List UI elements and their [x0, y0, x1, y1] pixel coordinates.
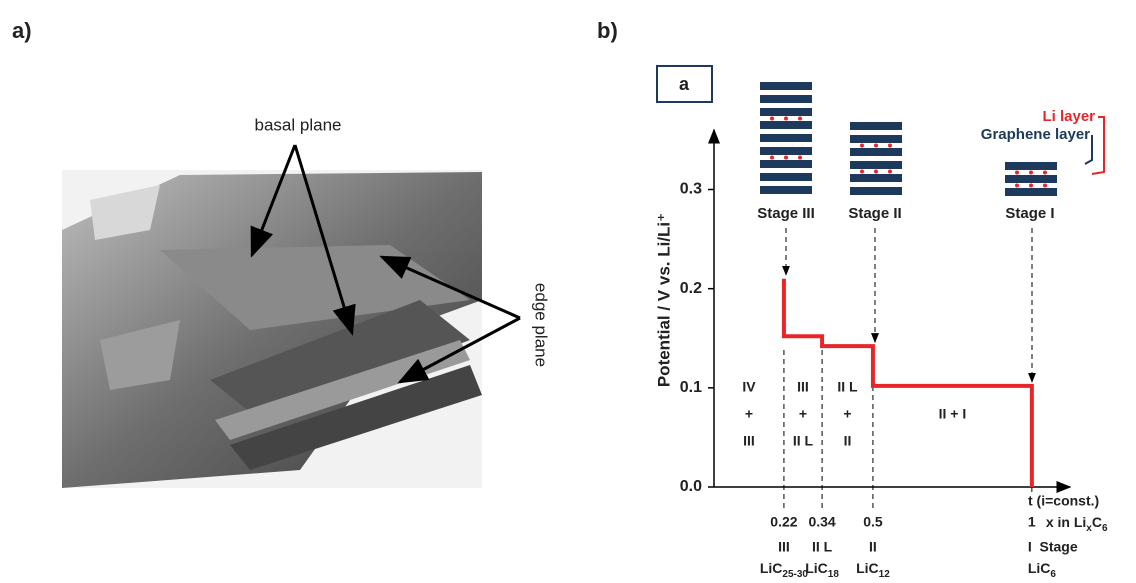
panel-label: a) [12, 18, 32, 43]
annotation: edge plane [532, 283, 551, 367]
stage-icon [1005, 162, 1057, 196]
x-axis-label: t (i=const.) [1028, 493, 1099, 509]
text-part: C [1092, 514, 1102, 530]
li-dot [798, 155, 802, 160]
graphene-layer [760, 147, 812, 155]
compound-sub: 12 [879, 569, 891, 580]
text-part: x in Li [1046, 514, 1086, 530]
stage-label: Stage II [848, 205, 901, 222]
stage-label: Stage I [1005, 205, 1054, 222]
y-tick-label: 0.1 [680, 379, 702, 396]
y-axis-label: Potential / V vs. Li/Li⁺ [654, 213, 673, 387]
li-dot [784, 155, 788, 160]
bracket [1084, 135, 1093, 165]
y-tick-label: 0.0 [680, 478, 702, 495]
region-label: II [844, 433, 852, 449]
graphene-layer [760, 186, 812, 194]
li-dot [1043, 170, 1047, 175]
region-label: IV [742, 379, 756, 395]
region-label: + [843, 406, 851, 422]
sem-image [62, 170, 482, 488]
li-dot [784, 116, 788, 121]
graphene-layer [760, 134, 812, 142]
graphene-layer [760, 121, 812, 129]
graphene-layer [1005, 175, 1057, 183]
region-label: III [743, 433, 755, 449]
y-tick-label: 0.3 [680, 181, 702, 198]
compound-base: LiC [760, 560, 783, 576]
x-tick-label: 0.5 [863, 514, 883, 530]
subscript: x [1086, 523, 1092, 534]
stage-label: II L [812, 539, 833, 555]
graphene-layer [760, 95, 812, 103]
li-dot [860, 143, 864, 148]
compound-label: LiC25-30 [760, 560, 809, 580]
graphene-layer [760, 160, 812, 168]
region-label: II L [793, 433, 814, 449]
stage-icon [850, 122, 902, 195]
li-dot [770, 116, 774, 121]
annotation: basal plane [255, 115, 342, 134]
li-dot [860, 169, 864, 174]
li-dot [1029, 183, 1033, 188]
li-dot [874, 143, 878, 148]
compound-label: LiC18 [805, 560, 839, 580]
panel-label: b) [597, 18, 618, 43]
y-tick-label: 0.2 [680, 280, 702, 297]
legend-label: Graphene layer [981, 126, 1090, 143]
graphene-layer [1005, 162, 1057, 170]
legend-label: Li layer [1042, 108, 1095, 125]
li-dot [888, 169, 892, 174]
compound-sub: 25-30 [782, 569, 808, 580]
region-label: + [745, 406, 753, 422]
li-dot [1015, 170, 1019, 175]
li-dot [1043, 183, 1047, 188]
x-tick-label: 0.22 [770, 514, 797, 530]
compound-label: LiC12 [856, 560, 890, 580]
box [656, 65, 713, 103]
x-unit-label: x in LixC6 [1046, 514, 1108, 534]
graphene-layer [760, 173, 812, 181]
stage-label: II [869, 539, 877, 555]
arrows [250, 144, 521, 384]
subscript: 6 [1102, 523, 1108, 534]
li-dot [1015, 183, 1019, 188]
li-dot [798, 116, 802, 121]
stage-label: I Stage [1028, 539, 1078, 555]
li-dot [770, 155, 774, 160]
bracket [1091, 116, 1105, 175]
compound-base: LiC [856, 560, 879, 576]
graphene-layer [760, 82, 812, 90]
line [781, 278, 1034, 487]
compound-sub: 6 [1050, 569, 1056, 580]
graphene-layer [850, 187, 902, 195]
region-label: III [797, 379, 809, 395]
stage-label: Stage III [757, 205, 815, 222]
region-label: + [799, 406, 807, 422]
stage-icon [760, 82, 812, 194]
graphene-layer [850, 135, 902, 143]
li-dot [888, 143, 892, 148]
box-label: a [679, 74, 690, 94]
region-label: II + I [939, 406, 967, 422]
graphene-layer [850, 161, 902, 169]
graphene-layer [850, 122, 902, 130]
li-dot [1029, 170, 1033, 175]
graphene-layer [1005, 188, 1057, 196]
region-label: II L [837, 379, 858, 395]
graphene-layer [760, 108, 812, 116]
graphene-layer [850, 174, 902, 182]
compound-base: LiC [1028, 560, 1051, 576]
stage-label: III [778, 539, 790, 555]
compound-label: LiC6 [1028, 560, 1057, 580]
x-tick-label: 0.34 [808, 514, 835, 530]
x-tick-label: 1 [1028, 514, 1036, 530]
li-dot [874, 169, 878, 174]
graphene-layer [850, 148, 902, 156]
compound-sub: 18 [828, 569, 840, 580]
compound-base: LiC [805, 560, 828, 576]
